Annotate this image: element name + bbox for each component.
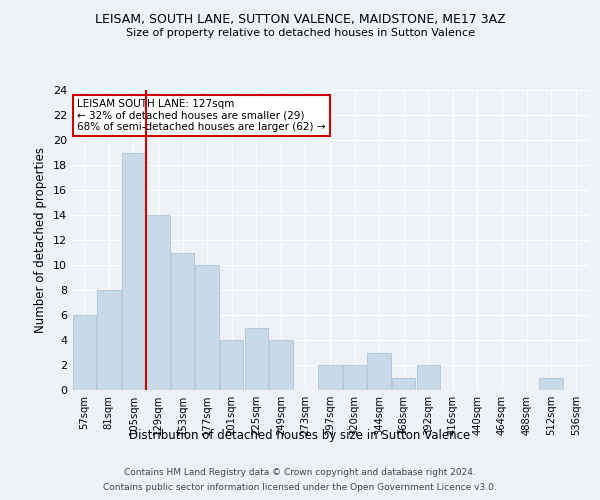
Text: Distribution of detached houses by size in Sutton Valence: Distribution of detached houses by size … [130,428,470,442]
Bar [367,352,391,390]
Bar [416,365,440,390]
Bar [539,378,563,390]
Bar [220,340,244,390]
Y-axis label: Number of detached properties: Number of detached properties [34,147,47,333]
Text: LEISAM SOUTH LANE: 127sqm
← 32% of detached houses are smaller (29)
68% of semi-: LEISAM SOUTH LANE: 127sqm ← 32% of detac… [77,99,326,132]
Bar [392,378,415,390]
Text: Contains HM Land Registry data © Crown copyright and database right 2024.: Contains HM Land Registry data © Crown c… [124,468,476,477]
Bar [97,290,121,390]
Bar [171,252,194,390]
Bar [196,265,219,390]
Text: Size of property relative to detached houses in Sutton Valence: Size of property relative to detached ho… [125,28,475,38]
Bar [73,315,96,390]
Text: Contains public sector information licensed under the Open Government Licence v3: Contains public sector information licen… [103,483,497,492]
Bar [319,365,341,390]
Text: LEISAM, SOUTH LANE, SUTTON VALENCE, MAIDSTONE, ME17 3AZ: LEISAM, SOUTH LANE, SUTTON VALENCE, MAID… [95,12,505,26]
Bar [122,152,145,390]
Bar [343,365,366,390]
Bar [269,340,293,390]
Bar [245,328,268,390]
Bar [146,215,170,390]
